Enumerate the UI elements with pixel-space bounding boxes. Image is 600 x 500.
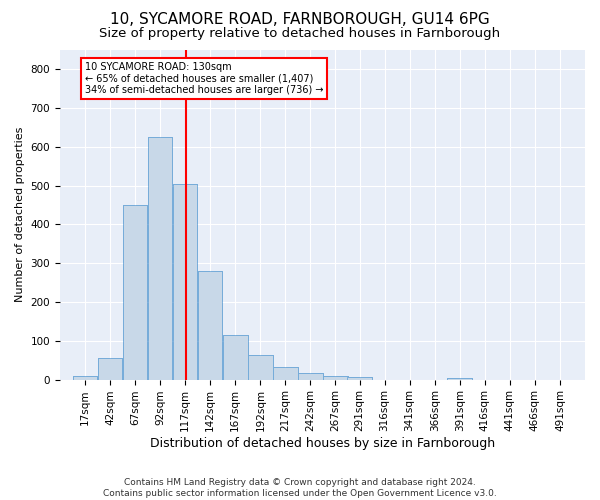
Bar (173, 184, 197, 380)
Bar (298, 373, 323, 380)
Bar (173, 184, 197, 380)
Bar (198, 271, 223, 380)
Text: 10 SYCAMORE ROAD: 130sqm
← 65% of detached houses are smaller (1,407)
34% of sem: 10 SYCAMORE ROAD: 130sqm ← 65% of detach… (85, 62, 323, 95)
Text: Contains HM Land Registry data © Crown copyright and database right 2024.
Contai: Contains HM Land Registry data © Crown c… (103, 478, 497, 498)
Bar (223, 335, 248, 380)
Bar (298, 373, 323, 380)
Bar (273, 367, 298, 380)
Bar (98, 358, 122, 380)
Bar (273, 367, 298, 380)
Bar (123, 205, 148, 380)
Bar (198, 271, 223, 380)
Text: Size of property relative to detached houses in Farnborough: Size of property relative to detached ho… (100, 28, 500, 40)
Y-axis label: Number of detached properties: Number of detached properties (15, 127, 25, 302)
Text: 10, SYCAMORE ROAD, FARNBOROUGH, GU14 6PG: 10, SYCAMORE ROAD, FARNBOROUGH, GU14 6PG (110, 12, 490, 28)
Bar (248, 355, 272, 380)
Bar (148, 137, 172, 380)
Bar (323, 376, 348, 380)
Bar (448, 378, 472, 380)
Bar (347, 377, 372, 380)
Bar (98, 358, 122, 380)
Bar (248, 355, 272, 380)
Bar (223, 335, 248, 380)
Bar (347, 377, 372, 380)
Bar (73, 376, 97, 380)
Bar (448, 378, 472, 380)
X-axis label: Distribution of detached houses by size in Farnborough: Distribution of detached houses by size … (150, 437, 495, 450)
Bar (73, 376, 97, 380)
Bar (323, 376, 348, 380)
Bar (123, 205, 148, 380)
Bar (148, 137, 172, 380)
